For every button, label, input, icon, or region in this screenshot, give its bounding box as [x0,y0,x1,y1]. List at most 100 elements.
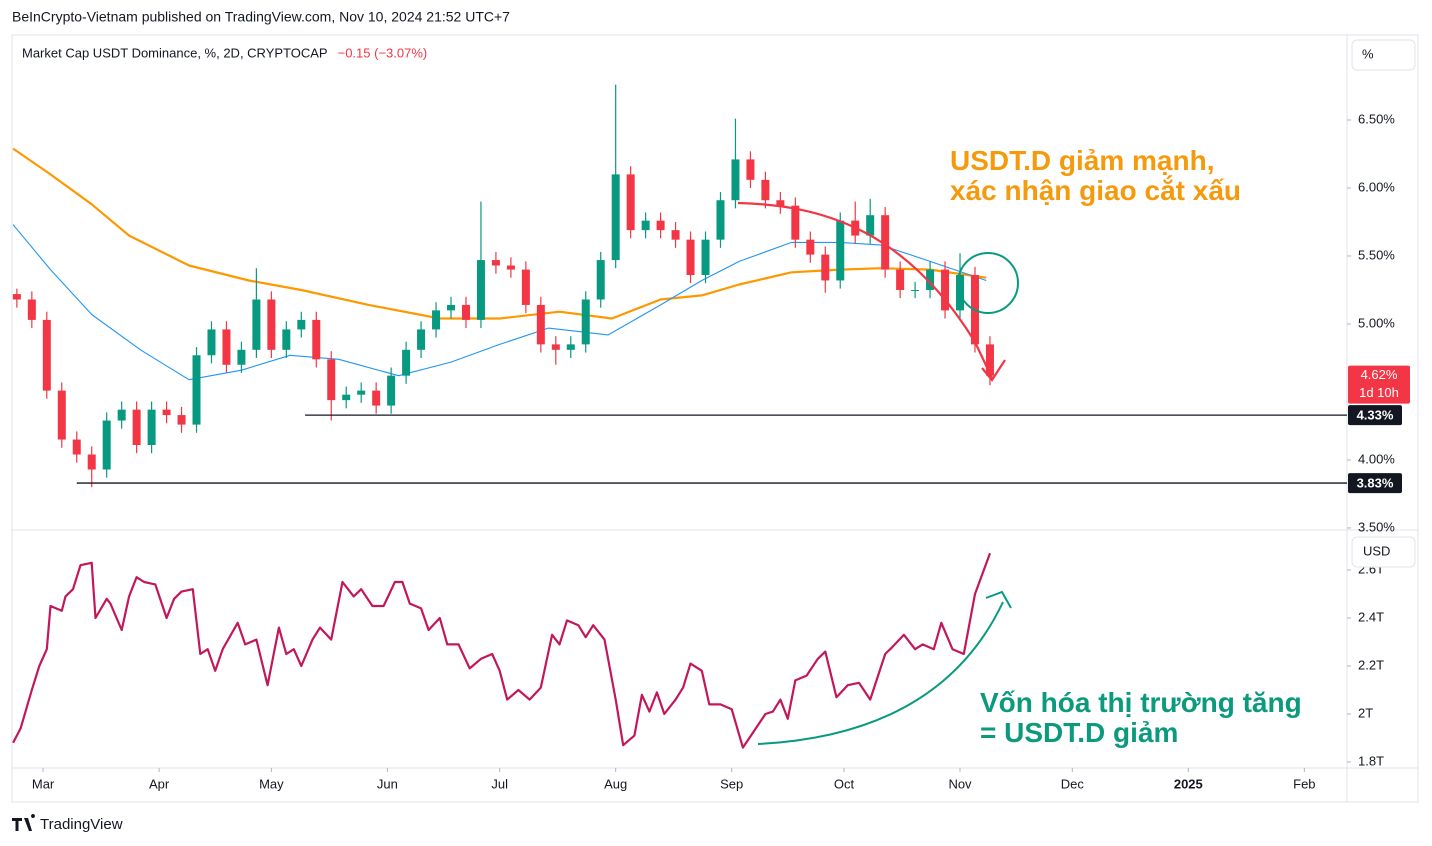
candle-body [192,355,201,425]
candle-body [252,299,261,350]
y-tick-label: 1.8T [1358,753,1384,768]
level-tag [1348,405,1402,426]
countdown: 1d 10h [1359,385,1399,400]
logo-text: TradingView [40,816,123,833]
candle-body [476,260,485,320]
y-tick-label: 2.2T [1358,657,1384,672]
candle-body [596,260,605,300]
candle-body [447,304,456,311]
x-tick-label: 2025 [1174,776,1203,791]
candle-body [836,220,845,281]
candle-body [791,205,800,240]
candle-body [87,454,96,470]
y-tick-label: 6.00% [1358,179,1395,194]
candle-body [821,254,830,281]
candle-body [222,329,231,365]
candle-body [896,269,905,290]
candle-body [985,344,994,376]
candle-body [387,375,396,406]
candle-body [521,269,530,305]
candle-body [806,239,815,255]
candle-body [731,159,740,201]
annotation: Vốn hóa thị trường tăng [980,687,1302,718]
x-tick-label: Oct [834,776,855,791]
candle-body [461,304,470,320]
level-tag [1348,473,1402,494]
candle-body [162,409,171,416]
candle-body [72,439,81,455]
chart-frame [11,34,1419,803]
candle-body [132,409,141,446]
moving-average [12,147,987,320]
candle-body [746,159,755,180]
candle-body [611,174,620,261]
trend-curve [737,201,976,343]
publisher: BeInCrypto-Vietnam published on TradingV… [12,9,510,25]
unit-button[interactable] [1351,536,1416,568]
candle-body [12,294,21,300]
candle-body [432,310,441,330]
legend-change: −0.15 (−3.07%) [338,45,428,60]
x-tick-label: May [259,776,284,791]
unit-button[interactable] [1351,39,1416,71]
lower-pane [12,552,992,749]
candle-body [881,215,890,270]
down-arrow [974,341,1006,382]
candle-body [102,420,111,470]
candle-body [686,239,695,276]
candle-body [506,265,515,270]
annotation: = USDT.D giảm [980,717,1178,748]
y-tick-label: 2.4T [1358,609,1384,624]
x-tick-label: Jul [491,776,508,791]
candle-body [641,220,650,231]
logo-icon [12,814,36,831]
x-tick-label: Mar [32,776,55,791]
candle-body [177,415,186,425]
market-cap-line [12,552,992,749]
level-label: 3.83% [1357,476,1394,491]
y-tick-label: 2T [1358,705,1373,720]
cross-circle [957,252,1019,314]
up-arrow [757,590,1012,745]
annotation: USDT.D giảm mạnh, [950,145,1214,176]
y-tick-label: 5.00% [1358,315,1395,330]
x-tick-label: Aug [604,776,627,791]
candle-body [297,319,306,330]
candle-body [42,319,51,391]
candle-body [941,269,950,311]
y-tick-label: 6.50% [1358,111,1395,126]
last-price-tag [1348,365,1410,404]
candle-body [282,329,291,350]
candle-body [911,289,920,291]
candle-body [866,215,875,236]
candle-body [147,409,156,446]
x-tick-label: Sep [720,776,743,791]
candle-body [57,390,66,440]
candle-body [716,200,725,240]
candle-body [491,260,500,266]
candle-body [342,394,351,401]
unit-label[interactable]: USD [1363,543,1390,558]
candle-body [372,390,381,406]
candle-body [402,349,411,376]
x-tick-label: Jun [377,776,398,791]
candle-body [626,174,635,231]
candle-body [267,299,276,350]
candle-body [117,409,126,421]
moving-average [12,224,987,381]
y-tick-label: 5.50% [1358,247,1395,262]
candle-body [926,269,935,290]
candle-body [776,200,785,206]
y-tick-label: 4.00% [1358,451,1395,466]
candle-body [237,349,246,365]
main-pane [12,84,994,488]
legend-title: Market Cap USDT Dominance, %, 2D, CRYPTO… [22,45,328,60]
annotation: xác nhận giao cắt xấu [950,175,1241,206]
candle-body [671,230,680,240]
y-tick-label: 3.50% [1358,519,1395,534]
x-tick-label: Feb [1293,776,1315,791]
candle-body [417,329,426,350]
unit-label[interactable]: % [1362,46,1374,61]
x-tick-label: Dec [1061,776,1085,791]
